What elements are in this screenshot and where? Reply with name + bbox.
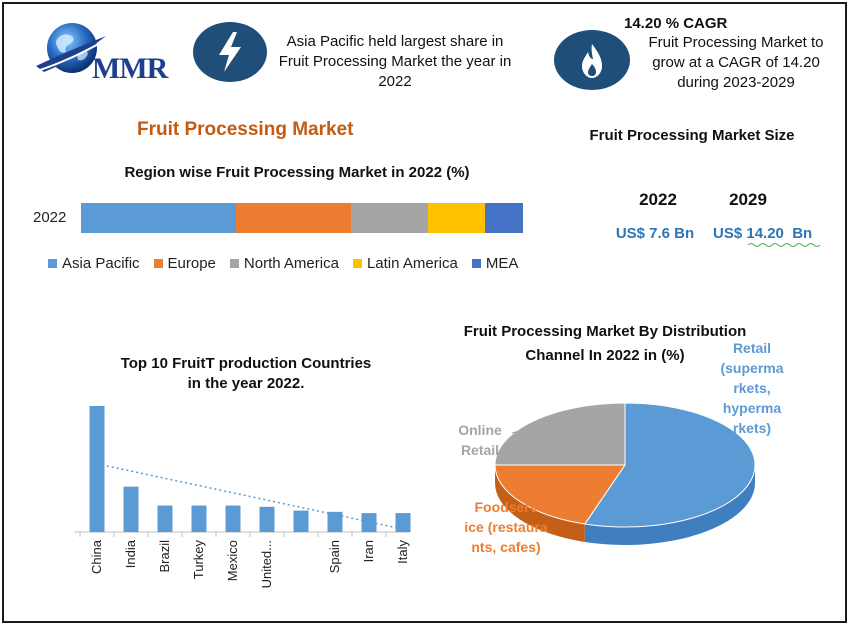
market-size-value-2022: US$ 7.6 Bn (615, 225, 695, 242)
x-tick-label: Spain (327, 540, 342, 573)
bar-turkey (191, 505, 207, 532)
stack-segment-latin-america (427, 203, 486, 233)
pie-slice (583, 402, 756, 528)
x-tick-label: Italy (395, 540, 410, 564)
market-size-year-2029: 2029 (729, 190, 767, 209)
region-chart-legend: Asia Pacific Europe North America Latin Ame… (48, 255, 568, 273)
trendline (96, 463, 404, 530)
stack-segment-north-america (350, 203, 428, 233)
main-title: Fruit Processing Market (137, 119, 354, 140)
countries-bar-chart: China India Brazil Turkey Mexico United... Spa… (74, 406, 411, 588)
bar-china (89, 406, 105, 532)
page-frame (2, 2, 847, 623)
legend-label: Latin America (366, 255, 458, 272)
stack-segment-asia-pacific (81, 203, 236, 233)
info-circle-2 (554, 30, 630, 90)
legend-label: Asia Pacific (62, 255, 140, 272)
legend-item: North America (229, 255, 339, 272)
logo-text: MMR (92, 52, 168, 85)
x-tick-label: China (89, 539, 104, 574)
legend-swatch (471, 259, 481, 268)
bar-italy (395, 513, 411, 532)
market-size-value-2029: US$ 14.20 Bn (713, 225, 813, 242)
pie-leader-line (511, 426, 535, 434)
pie-slice-side (584, 465, 755, 545)
bar-india (123, 486, 139, 532)
region-stacked-bar (81, 203, 523, 233)
distribution-pie-chart (494, 402, 756, 545)
legend-swatch (153, 259, 163, 268)
bar-spain (327, 511, 343, 532)
bar-unlabeled (293, 510, 309, 532)
stack-segment-europe (235, 203, 351, 233)
x-tick-label: Turkey (191, 540, 206, 580)
legend-label: Europe (167, 255, 216, 272)
info-text-1: Asia Pacific held largest share in Fruit… (278, 33, 512, 90)
pie-label-online-retail: Online Retail (458, 422, 502, 458)
pie-slice (494, 402, 626, 466)
legend-item: Latin America (352, 255, 458, 272)
legend-swatch (229, 259, 239, 268)
market-size-title: Fruit Processing Market Size (589, 127, 795, 144)
legend-label: North America (243, 255, 339, 272)
pie-slice (494, 464, 626, 525)
stack-segment-mea (485, 203, 523, 233)
globe-logo-icon (36, 23, 106, 73)
bar-mexico (225, 505, 241, 532)
cagr-heading: 14.20 % CAGR (624, 15, 728, 32)
lightning-icon (219, 32, 241, 72)
legend-item: MEA (471, 255, 519, 272)
legend-swatch (48, 259, 57, 268)
region-chart-category-label: 2022 (33, 209, 67, 226)
x-tick-label: Brazil (157, 540, 172, 573)
flame-icon (582, 44, 602, 78)
region-chart-title: Region wise Fruit Processing Market in 2… (124, 164, 470, 181)
market-size-year-2022: 2022 (639, 190, 677, 209)
bar-brazil (157, 505, 173, 532)
info-circle-1 (193, 22, 267, 82)
bar-iran (361, 513, 377, 532)
spell-underline (748, 243, 821, 247)
x-tick-label: Iran (361, 540, 376, 562)
countries-chart-title: Top 10 FruitT production Countries in th… (120, 355, 372, 392)
x-tick-label: India (123, 539, 138, 568)
legend-swatch (352, 259, 362, 268)
legend-item: Europe (153, 255, 216, 272)
x-tick-label: United... (259, 540, 274, 588)
pie-slice-side (495, 465, 585, 542)
x-tick-label: Mexico (225, 540, 240, 581)
pie-label-retail: Retail (superma rkets, hyperma rkets) (720, 340, 784, 436)
bar-united (259, 506, 275, 532)
legend-label: MEA (485, 255, 519, 272)
pie-label-foodservice: Foodserv ice (restaura nts, cafes) (464, 499, 548, 555)
legend-item: Asia Pacific (48, 255, 140, 272)
info-text-2: Fruit Processing Market to grow at a CAG… (648, 34, 824, 91)
pie-chart-title: Fruit Processing Market By Distribution … (463, 323, 747, 364)
